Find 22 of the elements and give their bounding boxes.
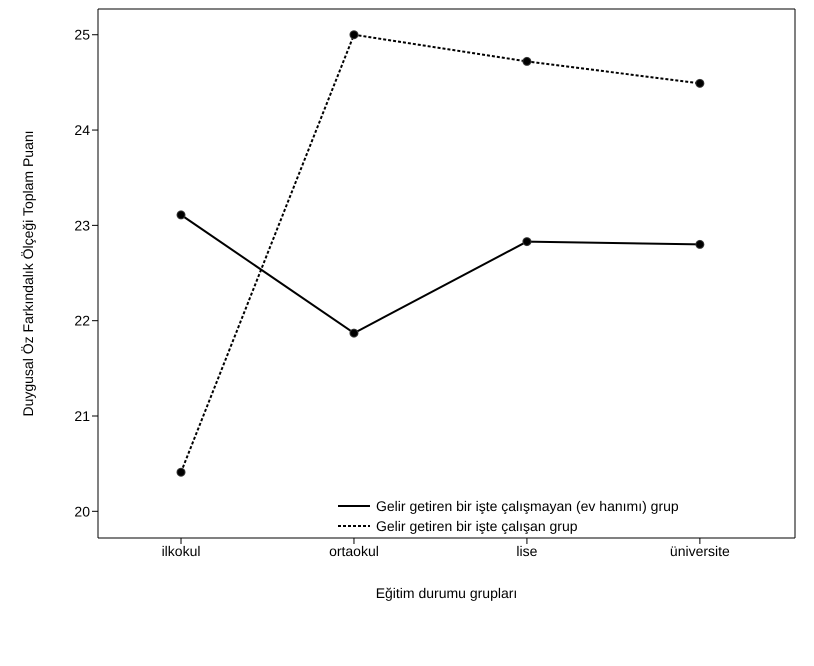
y-tick-label: 25: [74, 26, 90, 43]
point: [176, 210, 186, 220]
x-tick-label: üniversite: [670, 542, 730, 559]
x-axis-title: Eğitim durumu grupları: [376, 585, 518, 601]
y-tick-label: 23: [74, 217, 90, 234]
point: [695, 240, 704, 249]
y-tick-label: 22: [74, 312, 90, 329]
point: [349, 328, 358, 338]
point: [695, 78, 704, 88]
legend-label: Gelir getiren bir işte çalışan grup: [376, 518, 578, 534]
y-tick-label: 20: [74, 503, 90, 520]
y-tick-label: 21: [74, 408, 90, 424]
point: [522, 56, 532, 66]
y-axis-title: Duygusal Öz Farkındalık Ölçeği Toplam Puanı: [20, 130, 36, 417]
point: [349, 30, 358, 40]
legend-label: Gelir getiren bir işte çalışmayan (ev hanımı) grup: [376, 498, 679, 514]
x-tick-label: ortaokul: [329, 542, 379, 559]
x-tick-label: lise: [516, 542, 538, 559]
y-tick-label: 24: [74, 122, 90, 138]
point: [176, 468, 186, 477]
x-tick-label: ilkokul: [162, 542, 200, 559]
point: [522, 237, 532, 246]
